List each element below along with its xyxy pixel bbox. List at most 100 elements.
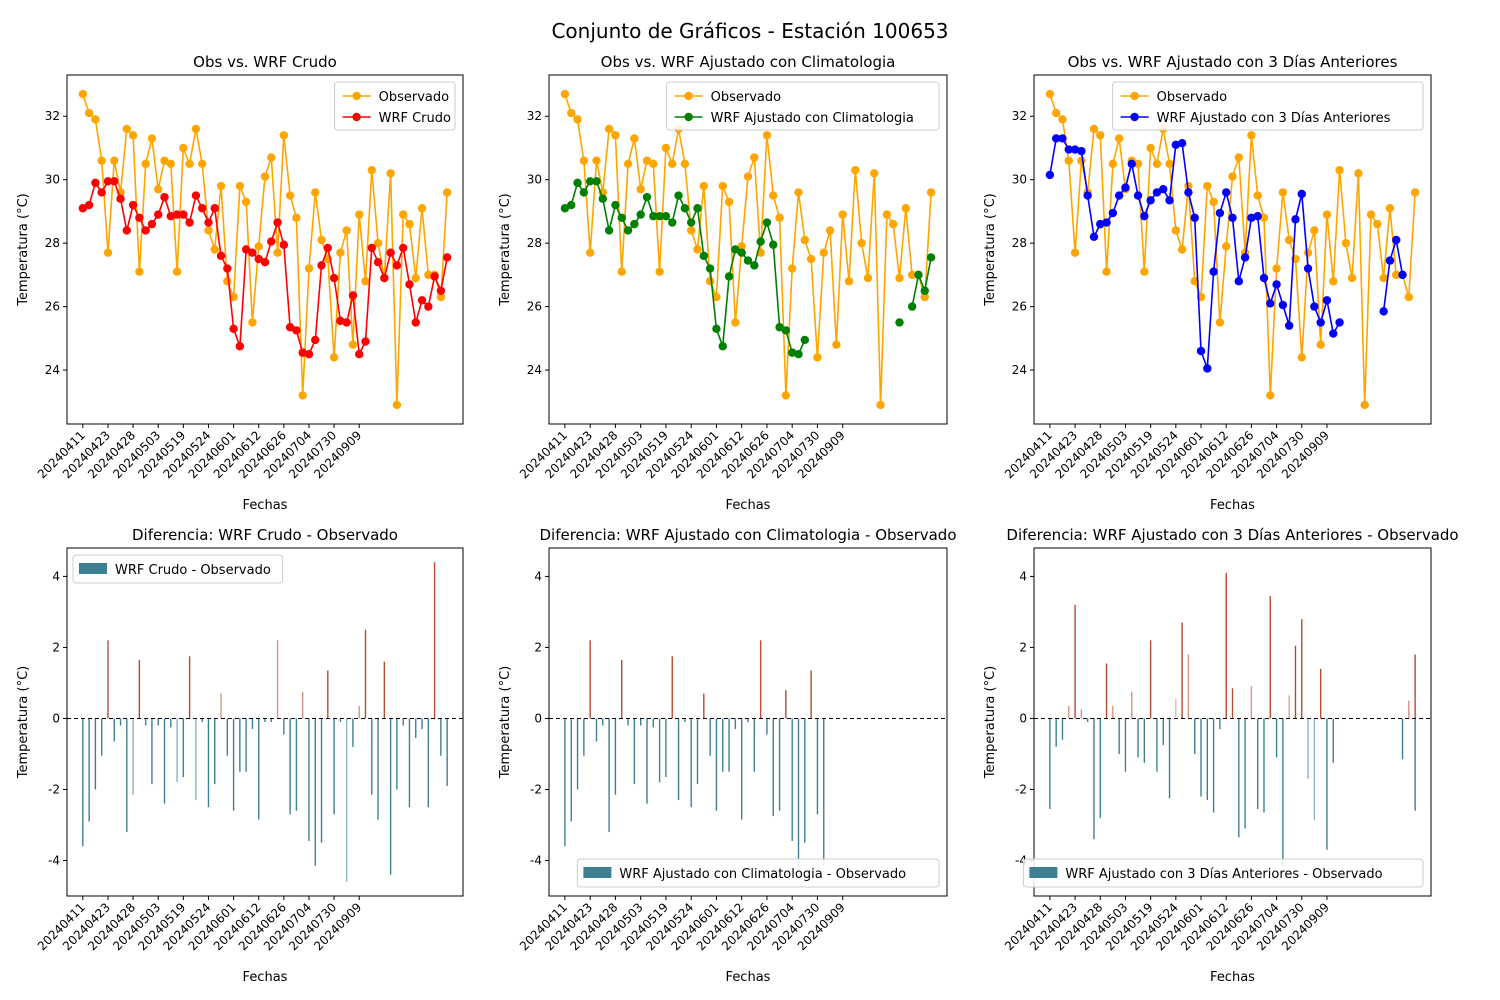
diff-bar (364, 629, 367, 719)
data-point (128, 131, 138, 140)
diff-bar (107, 640, 109, 719)
diff-bar (345, 718, 348, 882)
data-point (235, 342, 245, 351)
data-point (598, 194, 607, 203)
y-tick-label: 32 (1012, 109, 1027, 123)
data-point (1341, 238, 1351, 248)
data-point (1329, 277, 1338, 286)
data-point (166, 211, 175, 221)
y-tick-label: -2 (48, 782, 60, 796)
data-point (1058, 134, 1067, 143)
diff-bar (1206, 718, 1209, 801)
data-point (781, 326, 791, 335)
data-point (1266, 391, 1275, 400)
data-point (1360, 400, 1369, 410)
data-point (699, 251, 709, 261)
data-point (1177, 245, 1187, 254)
diff-bar (1225, 572, 1227, 719)
data-point (185, 218, 194, 227)
diff-bar (308, 718, 310, 841)
data-point (1177, 139, 1187, 148)
diff-bar (677, 718, 680, 801)
data-point (1196, 346, 1206, 356)
diff-bar (1194, 718, 1196, 754)
data-point (623, 159, 633, 169)
data-point (103, 177, 113, 186)
data-point (731, 318, 740, 327)
diff-bar (251, 718, 254, 730)
data-point (1278, 188, 1288, 197)
data-point (398, 243, 408, 253)
y-tick-label: 2 (1019, 640, 1027, 654)
data-point (838, 210, 847, 219)
data-point (762, 218, 772, 227)
data-point (901, 204, 911, 213)
data-point (191, 191, 201, 200)
data-point (1297, 189, 1306, 199)
data-point (267, 237, 276, 246)
data-point (329, 353, 339, 362)
x-axis-label: Fechas (726, 498, 771, 513)
data-point (762, 131, 772, 140)
data-point (1215, 208, 1225, 218)
data-point (693, 245, 702, 254)
y-tick-label: -2 (1015, 782, 1027, 796)
data-point (1272, 280, 1281, 289)
data-point (279, 131, 289, 140)
data-point (78, 89, 88, 99)
y-tick-label: 28 (1012, 236, 1027, 250)
y-tick-label: 4 (534, 569, 542, 583)
diff-bar (1212, 718, 1215, 813)
diff-bar (295, 718, 298, 811)
x-axis-label: Fechas (726, 970, 771, 985)
data-point (1215, 318, 1225, 327)
data-point (1133, 191, 1143, 200)
data-point (592, 156, 601, 165)
diff-bar (339, 718, 342, 722)
data-point (417, 204, 427, 213)
diff-bar (264, 718, 266, 722)
diff-bar (132, 718, 134, 795)
y-tick-label: -4 (1015, 853, 1027, 867)
data-point (223, 264, 232, 273)
data-point (718, 181, 727, 191)
data-point (1190, 213, 1199, 222)
data-point (1171, 140, 1181, 149)
data-point (1184, 188, 1193, 197)
diff-bar (1269, 595, 1271, 719)
data-point (1114, 191, 1124, 200)
data-point (1385, 204, 1395, 213)
data-point (787, 348, 797, 357)
legend-label: WRF Ajustado con 3 Días Anteriores (1157, 111, 1391, 126)
diff-bar (816, 718, 819, 815)
data-point (1089, 232, 1099, 242)
diff-bar (1049, 718, 1051, 809)
data-point (361, 277, 370, 286)
diff-bar (747, 718, 749, 722)
data-point (1392, 235, 1401, 245)
data-point (311, 188, 320, 197)
data-point (204, 226, 213, 235)
diff-bar (358, 706, 360, 719)
chart-panel-2: Obs vs. WRF Ajustado con Climatologia 24 2… (498, 53, 948, 513)
data-point (1366, 210, 1376, 219)
diff-bar (82, 718, 84, 847)
data-point (611, 200, 620, 210)
data-point (876, 400, 885, 410)
data-point (216, 251, 226, 261)
legend: WRF Crudo - Observado (72, 554, 284, 584)
data-point (926, 188, 936, 197)
data-point (756, 237, 765, 246)
panel-title: Diferencia: WRF Crudo - Observado (132, 526, 398, 544)
data-point (103, 248, 113, 257)
diff-bar (1055, 718, 1057, 747)
data-point (1171, 226, 1181, 235)
data-point (686, 226, 696, 235)
data-point (693, 204, 702, 213)
diff-bar (583, 718, 585, 756)
panel-title: Obs vs. WRF Ajustado con 3 Días Anterior… (1068, 53, 1398, 71)
data-point (769, 191, 778, 200)
legend-label: WRF Ajustado con Climatologia - Observad… (619, 867, 906, 882)
diff-bar (151, 718, 153, 785)
data-point (1240, 253, 1250, 262)
